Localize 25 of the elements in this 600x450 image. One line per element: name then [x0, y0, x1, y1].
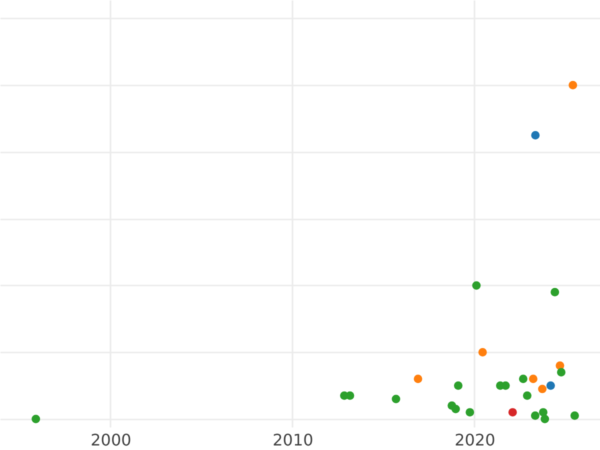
- point: [556, 368, 566, 376]
- point: [478, 348, 487, 356]
- point: [392, 394, 400, 404]
- x-tick-label: 2020: [454, 430, 496, 450]
- x-tick-label: 2000: [90, 430, 132, 450]
- point: [538, 408, 548, 417]
- point: [472, 281, 481, 290]
- point: [466, 408, 474, 417]
- point: [546, 381, 555, 390]
- point: [538, 384, 547, 394]
- point: [454, 381, 462, 390]
- point: [570, 411, 579, 420]
- point: [518, 374, 528, 384]
- point: [414, 374, 422, 384]
- point: [550, 288, 560, 296]
- point: [528, 374, 538, 384]
- point: [540, 414, 550, 424]
- point: [531, 130, 540, 140]
- point: [568, 80, 578, 90]
- point: [530, 411, 540, 420]
- point: [451, 404, 460, 414]
- point: [522, 391, 532, 400]
- x-tick-label: 2010: [272, 430, 314, 450]
- point: [508, 408, 517, 417]
- point: [32, 414, 40, 424]
